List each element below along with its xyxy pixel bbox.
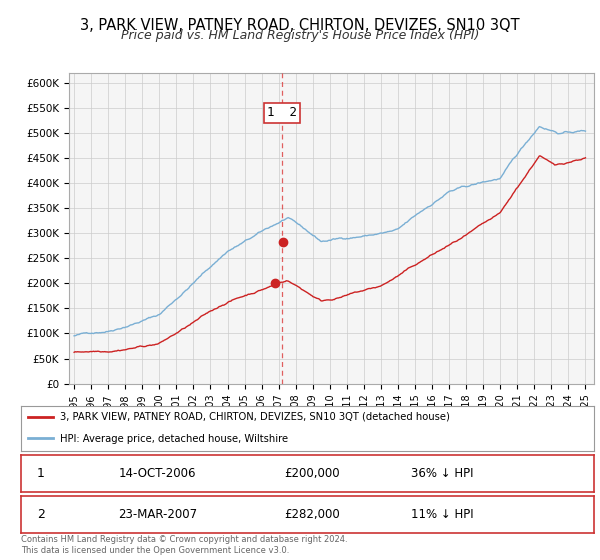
Text: 14-OCT-2006: 14-OCT-2006 [118, 467, 196, 480]
Text: HPI: Average price, detached house, Wiltshire: HPI: Average price, detached house, Wilt… [60, 434, 288, 444]
Text: 1  2: 1 2 [267, 106, 297, 119]
Text: 3, PARK VIEW, PATNEY ROAD, CHIRTON, DEVIZES, SN10 3QT (detached house): 3, PARK VIEW, PATNEY ROAD, CHIRTON, DEVI… [60, 412, 450, 422]
Text: Contains HM Land Registry data © Crown copyright and database right 2024.
This d: Contains HM Land Registry data © Crown c… [21, 535, 347, 555]
Text: 1: 1 [37, 467, 45, 480]
Text: £200,000: £200,000 [284, 467, 340, 480]
Text: 36% ↓ HPI: 36% ↓ HPI [410, 467, 473, 480]
Text: 23-MAR-2007: 23-MAR-2007 [118, 508, 197, 521]
Text: 2: 2 [37, 508, 45, 521]
Text: 11% ↓ HPI: 11% ↓ HPI [410, 508, 473, 521]
Text: £282,000: £282,000 [284, 508, 340, 521]
Text: 3, PARK VIEW, PATNEY ROAD, CHIRTON, DEVIZES, SN10 3QT: 3, PARK VIEW, PATNEY ROAD, CHIRTON, DEVI… [80, 18, 520, 32]
Text: Price paid vs. HM Land Registry's House Price Index (HPI): Price paid vs. HM Land Registry's House … [121, 29, 479, 43]
